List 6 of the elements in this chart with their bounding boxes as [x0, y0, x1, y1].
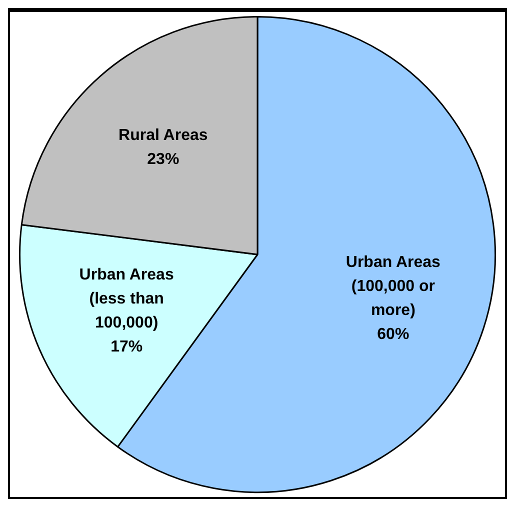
slice-label: Rural Areas: [118, 126, 208, 144]
slice-label: Urban Areas (100,000 or more): [346, 254, 441, 319]
data-label: 17%: [110, 338, 143, 356]
slice-label: Urban Areas (less than 100,000): [79, 266, 174, 332]
data-label: 60%: [377, 326, 410, 343]
data-label: 23%: [147, 150, 180, 168]
